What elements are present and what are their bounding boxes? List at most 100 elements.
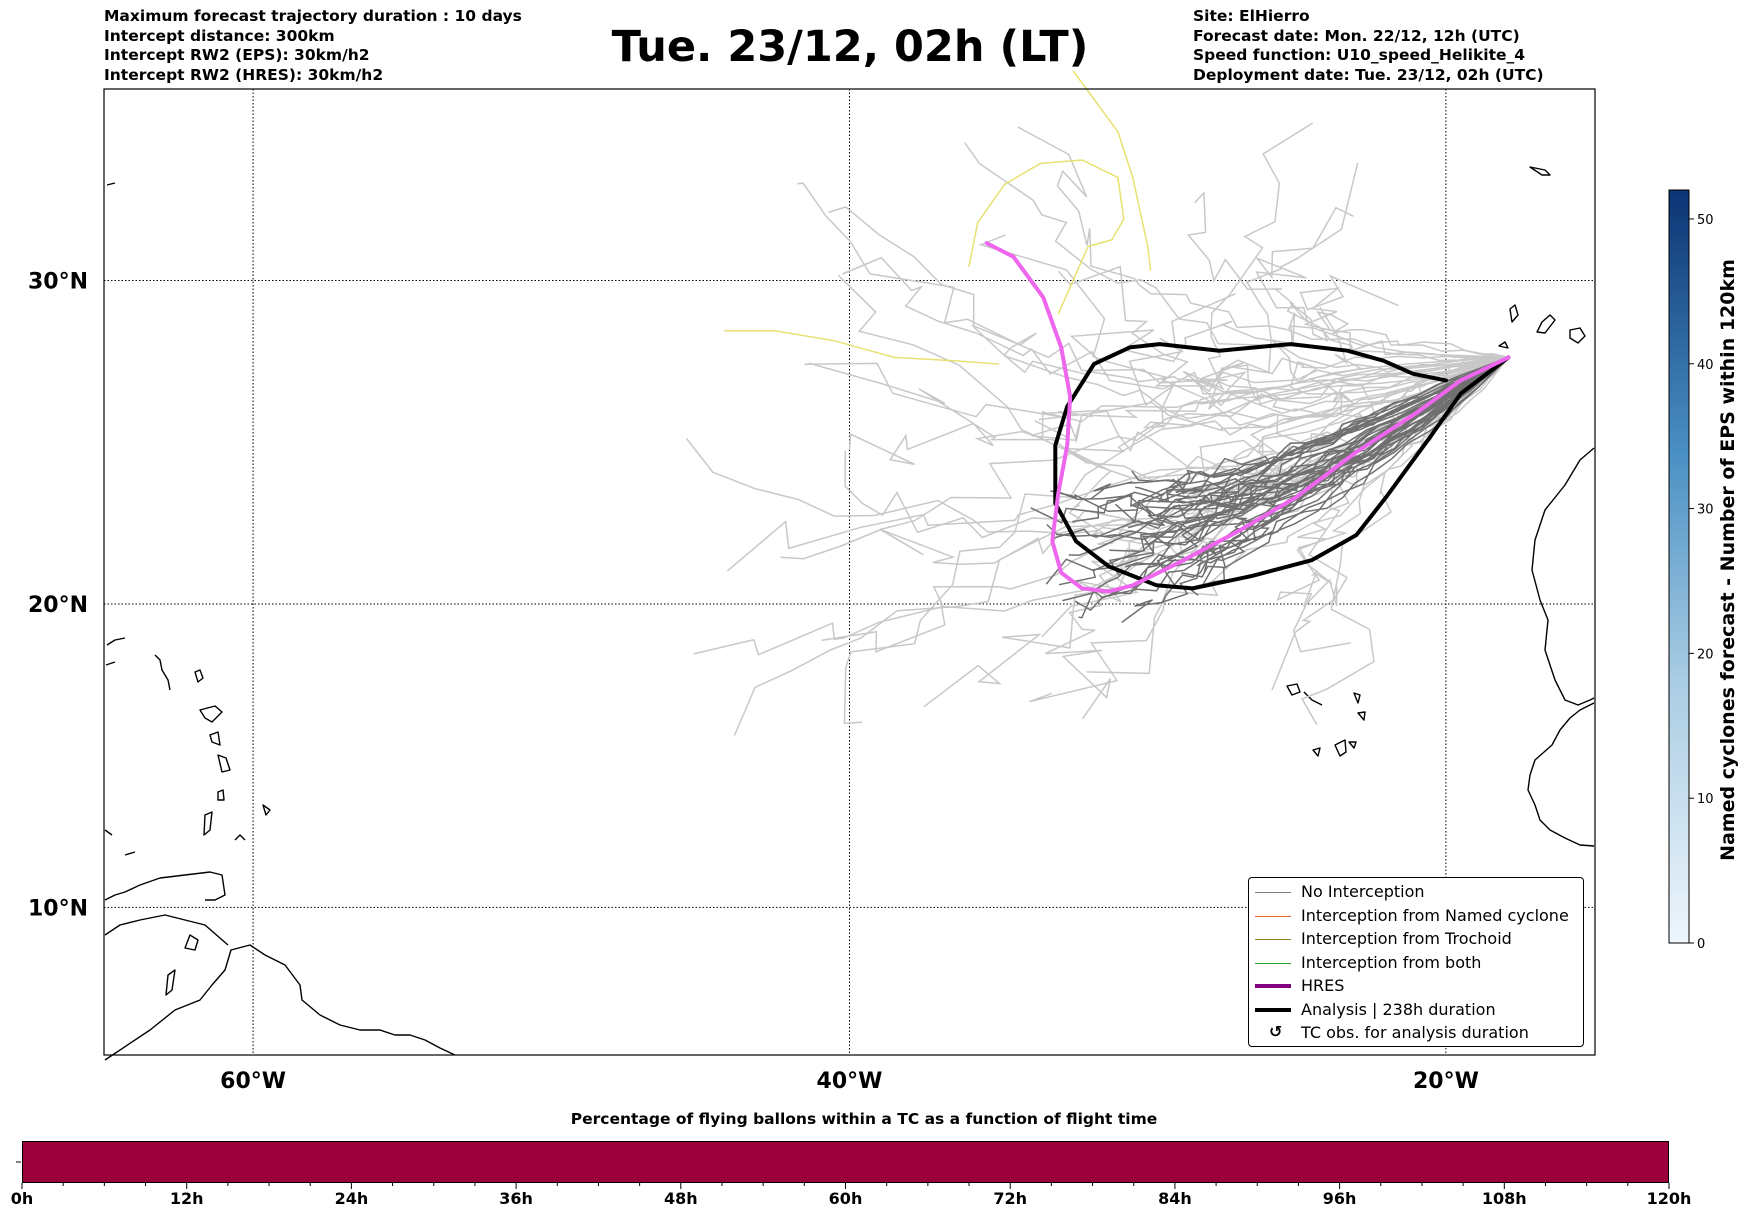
eps-trajectory <box>963 142 1509 373</box>
coast-tobago <box>165 969 176 996</box>
timebar-label: 84h <box>1158 1189 1192 1208</box>
coast-island-e <box>199 705 223 723</box>
coast-island-i <box>203 811 213 836</box>
eps-trajectory <box>1069 320 1509 363</box>
coast-island-b <box>105 661 116 666</box>
coast-canary-3 <box>1569 327 1586 344</box>
coast-cape-verde-3 <box>1353 692 1361 704</box>
colorbar-tick-label: 50 <box>1697 213 1714 228</box>
coastlines <box>104 166 1595 1061</box>
coast-canary-2 <box>1536 314 1556 334</box>
eps-trajectory <box>1301 354 1509 725</box>
coast-island-c <box>154 654 171 691</box>
coast-island-l <box>124 851 136 856</box>
timebar-label: 108h <box>1481 1189 1527 1208</box>
lon-tick-label: 20°W <box>1413 1069 1479 1094</box>
named-cyclone-tracks <box>724 70 1152 365</box>
colorbar-tick-label: 20 <box>1697 647 1714 662</box>
coast-island-g <box>217 754 231 773</box>
legend-line-swatch <box>1255 1007 1291 1012</box>
eps-trajectory <box>1207 122 1509 412</box>
coast-west-africa <box>1527 447 1595 847</box>
timebar-label: 24h <box>334 1189 369 1208</box>
eps-trajectory <box>1186 190 1509 362</box>
eps-trajectory <box>1181 356 1509 578</box>
coast-island-a <box>106 637 126 646</box>
named-cyclone-trajectory <box>1072 70 1152 271</box>
coast-island-j <box>262 804 271 816</box>
coast-canary-4 <box>1498 341 1509 349</box>
named-cyclone-trajectory <box>724 330 999 365</box>
coast-cape-verde-1 <box>1286 683 1301 696</box>
lon-tick-label: 60°W <box>220 1069 286 1094</box>
coast-island-d <box>194 669 204 683</box>
lat-tick-label: 30°N <box>28 270 88 295</box>
named-cyclone-trajectory <box>968 159 1125 315</box>
timebar <box>22 1141 1669 1183</box>
timebar-label: 96h <box>1322 1189 1357 1208</box>
param-duration: Maximum forecast trajectory duration : 1… <box>104 7 522 25</box>
coast-cape-verde-4 <box>1357 711 1366 721</box>
eps-trajectory <box>797 182 1509 400</box>
colorbar-title: Named cyclones forecast - Number of EPS … <box>1717 259 1739 861</box>
map-legend: No Interception Interception from Named … <box>1248 877 1584 1047</box>
eps-trajectory <box>843 356 1509 725</box>
lon-tick-label: 40°W <box>817 1069 883 1094</box>
timebar-title: Percentage of flying ballons within a TC… <box>570 1110 1158 1128</box>
timebar-label: 72h <box>993 1189 1028 1208</box>
legend-item-both: Interception from both <box>1249 952 1583 976</box>
lat-tick-label: 10°N <box>28 896 88 921</box>
eps-trajectory <box>1099 356 1509 595</box>
coast-azores-a <box>106 182 116 186</box>
eps-trajectory <box>1182 355 1509 410</box>
legend-line-swatch <box>1255 984 1291 988</box>
eps-trajectory <box>848 356 1509 466</box>
eps-trajectory <box>1299 274 1509 359</box>
param-intercept-hres: Intercept RW2 (HRES): 30km/h2 <box>104 65 384 84</box>
cyclone-symbol-icon: ↺ <box>1269 1022 1283 1041</box>
eps-trajectory <box>844 356 1509 539</box>
timebar-label: 120h <box>1646 1189 1692 1208</box>
legend-item-tc-obs: ↺ TC obs. for analysis duration <box>1269 1022 1529 1042</box>
eps-trajectory <box>1031 356 1509 444</box>
hres-track <box>984 241 1511 594</box>
param-intercept-distance: Intercept distance: 300km <box>104 26 335 45</box>
coast-cape-verde-5 <box>1334 739 1347 757</box>
eps-trajectory <box>1175 356 1509 509</box>
legend-line-swatch <box>1255 939 1291 940</box>
eps-trajectory <box>1131 356 1509 527</box>
timebar-label: 36h <box>499 1189 533 1208</box>
coast-canary-1 <box>1509 304 1519 323</box>
eps-trajectory <box>1144 356 1509 546</box>
eps-trajectory <box>1297 356 1509 608</box>
coast-cape-verde-6 <box>1312 747 1321 757</box>
colorbar-tick-label: 10 <box>1697 792 1714 807</box>
eps-trajectory <box>971 324 1509 384</box>
coast-caribbean-1 <box>104 871 226 901</box>
speed-function: Speed function: U10_speed_Helikite_4 <box>1193 46 1526 64</box>
map-frame <box>103 88 1596 1056</box>
map-grid <box>104 89 1595 1055</box>
colorbar <box>1668 189 1690 944</box>
colorbar-tick-label: 40 <box>1697 358 1714 373</box>
eps-trajectory <box>1254 206 1509 359</box>
colorbar-tick-label: 30 <box>1697 503 1714 518</box>
coast-island-k <box>234 834 246 841</box>
legend-item-no-interception: No Interception <box>1249 881 1583 905</box>
legend-item-analysis: Analysis | 238h duration <box>1249 999 1583 1023</box>
legend-item-trochoid: Interception from Trochoid <box>1249 928 1583 952</box>
colorbar-ticks: 0 10 20 30 40 50 <box>1689 213 1714 952</box>
param-intercept-eps: Intercept RW2 (EPS): 30km/h2 <box>104 46 370 64</box>
lat-tick-label: 20°N <box>28 593 88 618</box>
timebar-label: 60h <box>828 1189 863 1208</box>
legend-line-swatch <box>1255 962 1291 964</box>
coast-island-m <box>104 829 113 836</box>
coast-island-h <box>217 789 225 801</box>
deployment-date: Deployment date: Tue. 23/12, 02h (UTC) <box>1193 65 1544 84</box>
coast-south-america <box>104 944 456 1061</box>
eps-trajectory <box>978 234 1510 445</box>
forecast-parameters: Maximum forecast trajectory duration : 1… <box>104 7 522 85</box>
page-title: Tue. 23/12, 02h (LT) <box>611 22 1089 72</box>
eps-trajectory <box>1058 356 1509 516</box>
